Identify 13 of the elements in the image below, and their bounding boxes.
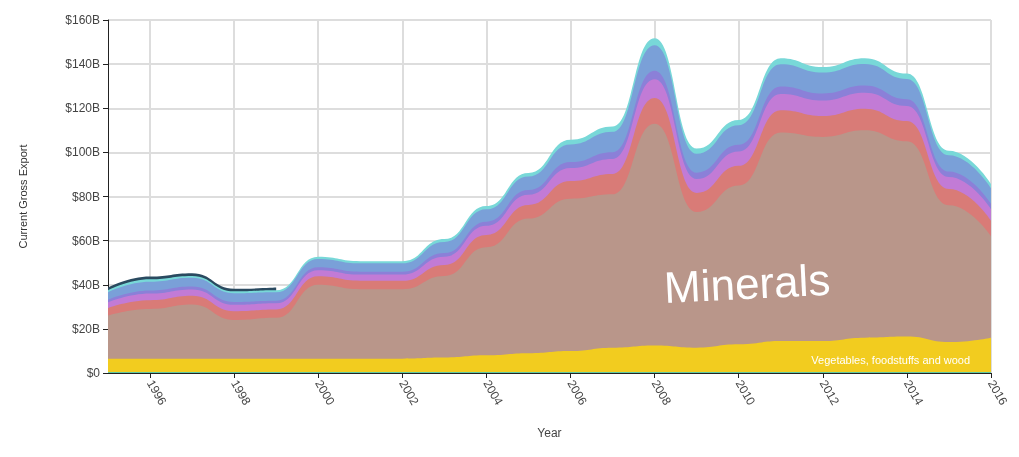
y-tick-label: $120B [65,101,100,116]
y-axis-title: Current Gross Export [16,144,29,249]
y-tick-label: $160B [65,13,100,27]
series-label: Vegetables, foodstuffs and wood [811,353,971,366]
y-tick-label: $100B [65,145,100,160]
series-label: Minerals [662,254,832,312]
y-tick-label: $40B [71,277,100,292]
y-tick-label: $20B [71,321,100,336]
x-axis-title: Year [537,426,562,440]
y-tick-label: $60B [71,233,100,248]
y-tick-label: $0 [86,366,101,380]
y-tick-label: $80B [71,189,100,204]
y-tick-label: $140B [65,57,100,72]
